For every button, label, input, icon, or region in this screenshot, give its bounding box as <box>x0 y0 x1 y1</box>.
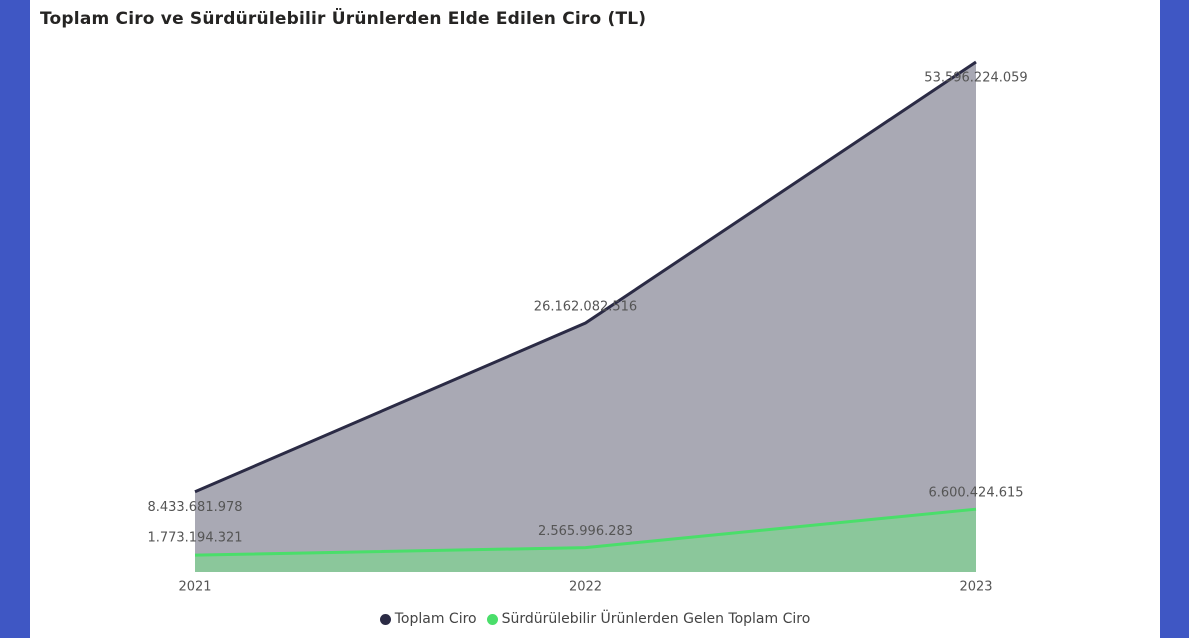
data-label: 53.596.224.059 <box>924 71 1027 86</box>
x-tick-label: 2021 <box>178 580 211 595</box>
x-tick-label: 2022 <box>569 580 602 595</box>
legend-marker <box>486 613 498 625</box>
data-label: 26.162.082.516 <box>534 300 637 315</box>
chart-title: Toplam Ciro ve Sürdürülebilir Ürünlerden… <box>40 9 647 29</box>
x-tick-label: 2023 <box>959 580 992 595</box>
data-label: 8.433.681.978 <box>147 500 242 515</box>
legend-label: Toplam Ciro <box>394 611 477 627</box>
area <box>195 62 976 572</box>
legend-marker <box>379 613 391 625</box>
data-label: 1.773.194.321 <box>147 531 242 546</box>
panel: Toplam Ciro ve Sürdürülebilir Ürünlerden… <box>30 0 1160 638</box>
line <box>194 507 977 557</box>
legend-item[interactable]: Toplam Ciro <box>379 611 477 627</box>
legend-item[interactable]: Sürdürülebilir Ürünlerden Gelen Toplam C… <box>486 611 811 627</box>
chart: 2021 2022 2023 8.433.681.978 26.162.082.516 5… <box>147 60 1028 595</box>
line <box>194 60 977 494</box>
data-label: 6.600.424.615 <box>928 486 1023 501</box>
data-label: 2.565.996.283 <box>538 524 633 539</box>
legend-label: Sürdürülebilir Ürünlerden Gelen Toplam C… <box>501 611 811 627</box>
legend: Toplam Ciro Sürdürülebilir Ürünlerden Gel… <box>30 611 1160 627</box>
area <box>195 509 976 572</box>
